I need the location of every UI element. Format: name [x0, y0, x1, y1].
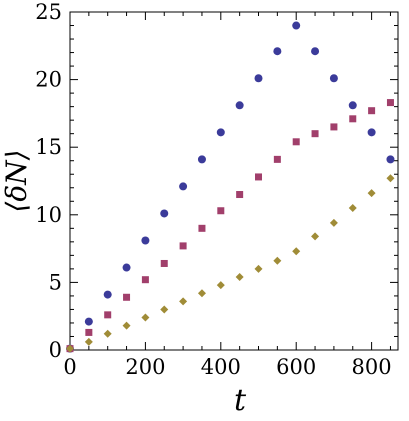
data-point-series-2 — [273, 155, 281, 163]
data-point-series-1 — [329, 74, 338, 83]
data-point-series-3 — [235, 272, 244, 281]
data-point-series-2 — [141, 276, 149, 284]
data-point-series-3 — [179, 297, 188, 306]
data-point-series-2 — [330, 123, 338, 131]
data-point-series-1 — [179, 182, 188, 191]
data-point-series-1 — [273, 47, 282, 56]
data-point-series-3 — [273, 256, 282, 265]
data-point-series-3 — [329, 218, 338, 227]
data-point-series-3 — [348, 204, 357, 213]
data-point-series-1 — [122, 263, 131, 272]
data-point-series-3 — [122, 321, 131, 330]
data-point-series-3 — [292, 247, 301, 256]
data-point-series-1 — [216, 128, 225, 137]
plot-frame — [69, 11, 399, 351]
data-point-series-2 — [104, 311, 112, 319]
data-point-series-1 — [367, 128, 376, 137]
x-tick-label: 400 — [201, 355, 241, 379]
data-point-series-3 — [66, 344, 74, 353]
data-point-series-2 — [198, 224, 206, 232]
data-point-series-2 — [123, 293, 131, 301]
data-point-series-1 — [386, 155, 395, 164]
data-point-series-3 — [311, 232, 320, 241]
data-point-series-1 — [141, 236, 150, 245]
y-tick-label: 5 — [49, 270, 62, 294]
x-tick-label: 800 — [352, 355, 392, 379]
x-axis-label: t — [234, 383, 247, 418]
data-point-series-2 — [217, 207, 225, 215]
data-point-series-2 — [255, 173, 263, 181]
data-point-series-2 — [311, 130, 319, 138]
data-point-series-1 — [292, 21, 301, 30]
data-point-series-2 — [368, 107, 376, 115]
y-tick-label: 20 — [35, 68, 62, 92]
data-point-series-3 — [367, 189, 376, 198]
y-tick-label: 0 — [49, 338, 62, 362]
data-point-series-3 — [160, 305, 169, 314]
data-points — [66, 21, 395, 353]
y-tick-label: 15 — [35, 135, 62, 159]
data-point-series-3 — [197, 289, 206, 298]
data-point-series-2 — [179, 242, 187, 250]
data-point-series-1 — [235, 101, 244, 110]
data-point-series-1 — [160, 209, 169, 218]
data-point-series-1 — [348, 101, 357, 110]
data-point-series-1 — [103, 290, 112, 299]
y-tick-label: 25 — [35, 0, 62, 24]
data-point-series-3 — [386, 174, 395, 183]
data-point-series-3 — [141, 313, 150, 322]
data-point-series-2 — [85, 328, 93, 336]
y-tick-label: 10 — [35, 203, 62, 227]
data-point-series-3 — [254, 264, 263, 273]
x-tick-label: 0 — [63, 355, 76, 379]
data-point-series-2 — [349, 115, 357, 123]
data-point-series-3 — [84, 337, 93, 346]
data-point-series-3 — [103, 329, 112, 338]
x-tick-label: 600 — [276, 355, 316, 379]
data-point-series-2 — [236, 191, 244, 199]
y-axis-label: ⟨δN⟩ — [0, 149, 33, 212]
data-point-series-3 — [216, 281, 225, 290]
data-point-series-2 — [386, 99, 394, 107]
data-point-series-1 — [197, 155, 206, 164]
data-point-series-2 — [160, 259, 168, 267]
x-tick-label: 200 — [125, 355, 165, 379]
data-point-series-1 — [254, 74, 263, 83]
data-point-series-1 — [311, 47, 320, 56]
axis-ticks — [69, 11, 398, 351]
data-point-series-2 — [292, 138, 300, 146]
data-point-series-1 — [84, 317, 93, 326]
axis-tick-labels: 0 200 400 600 800 0 5 10 15 20 25 — [35, 0, 391, 379]
